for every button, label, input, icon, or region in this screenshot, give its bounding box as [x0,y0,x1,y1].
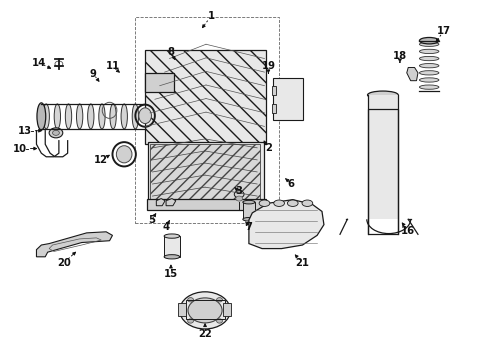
Ellipse shape [243,201,255,204]
Polygon shape [249,200,324,249]
Circle shape [180,292,230,329]
Circle shape [49,128,63,138]
Ellipse shape [54,104,61,129]
Text: 2: 2 [265,143,272,153]
Circle shape [217,319,222,323]
Text: 22: 22 [198,329,212,339]
Text: 5: 5 [148,215,155,225]
Bar [272,104,276,113]
Bar [243,202,255,219]
Bar [272,86,276,95]
Bar [223,303,231,316]
Text: 11: 11 [105,62,120,71]
Bar [178,303,186,316]
Text: 15: 15 [164,269,178,279]
Bar [147,143,264,202]
Text: 12: 12 [94,156,108,165]
Ellipse shape [116,146,132,163]
Ellipse shape [65,104,72,129]
Ellipse shape [419,42,439,46]
Ellipse shape [419,71,439,75]
Ellipse shape [419,37,439,44]
Ellipse shape [419,57,439,61]
Ellipse shape [76,104,83,129]
Ellipse shape [110,104,116,129]
Circle shape [188,298,222,323]
Circle shape [236,196,243,201]
Circle shape [188,319,194,323]
Circle shape [52,130,59,135]
Ellipse shape [37,103,46,130]
Circle shape [188,298,194,302]
Circle shape [217,298,222,302]
Bar [150,144,260,200]
Bar [147,199,266,210]
Polygon shape [407,67,418,81]
Ellipse shape [164,255,180,259]
Ellipse shape [43,104,49,129]
Polygon shape [36,232,113,257]
Text: 13: 13 [18,126,32,136]
Ellipse shape [243,217,255,221]
Ellipse shape [99,104,105,129]
Ellipse shape [302,200,313,206]
Text: 21: 21 [295,258,310,268]
Polygon shape [166,199,176,206]
Ellipse shape [121,104,127,129]
Ellipse shape [368,91,398,99]
Ellipse shape [419,85,439,89]
Text: 14: 14 [32,58,47,68]
Ellipse shape [419,78,439,82]
Circle shape [234,191,244,198]
Bar [186,300,224,319]
Text: 16: 16 [401,226,416,236]
Ellipse shape [259,200,270,206]
Bar [145,50,266,144]
Ellipse shape [288,200,298,206]
Text: 10: 10 [13,144,27,154]
Ellipse shape [139,108,151,123]
Ellipse shape [419,64,439,68]
Bar [273,78,303,120]
Bar [145,73,174,93]
Bar [164,236,180,257]
Text: 8: 8 [168,47,174,57]
Ellipse shape [164,234,180,238]
Ellipse shape [419,49,439,54]
Ellipse shape [132,104,139,129]
Bar [368,95,398,219]
Polygon shape [156,199,165,206]
Text: 7: 7 [245,222,252,232]
Text: 1: 1 [207,12,215,21]
Bar [368,109,398,234]
Text: 9: 9 [90,68,97,78]
Text: 18: 18 [393,51,407,61]
Text: 19: 19 [261,62,275,71]
Text: 6: 6 [288,179,295,189]
Ellipse shape [88,104,94,129]
Text: 3: 3 [236,186,243,197]
Bar [135,18,279,223]
Text: 17: 17 [437,26,451,36]
Text: 4: 4 [163,222,170,232]
Ellipse shape [274,200,285,206]
Text: 20: 20 [57,258,71,268]
